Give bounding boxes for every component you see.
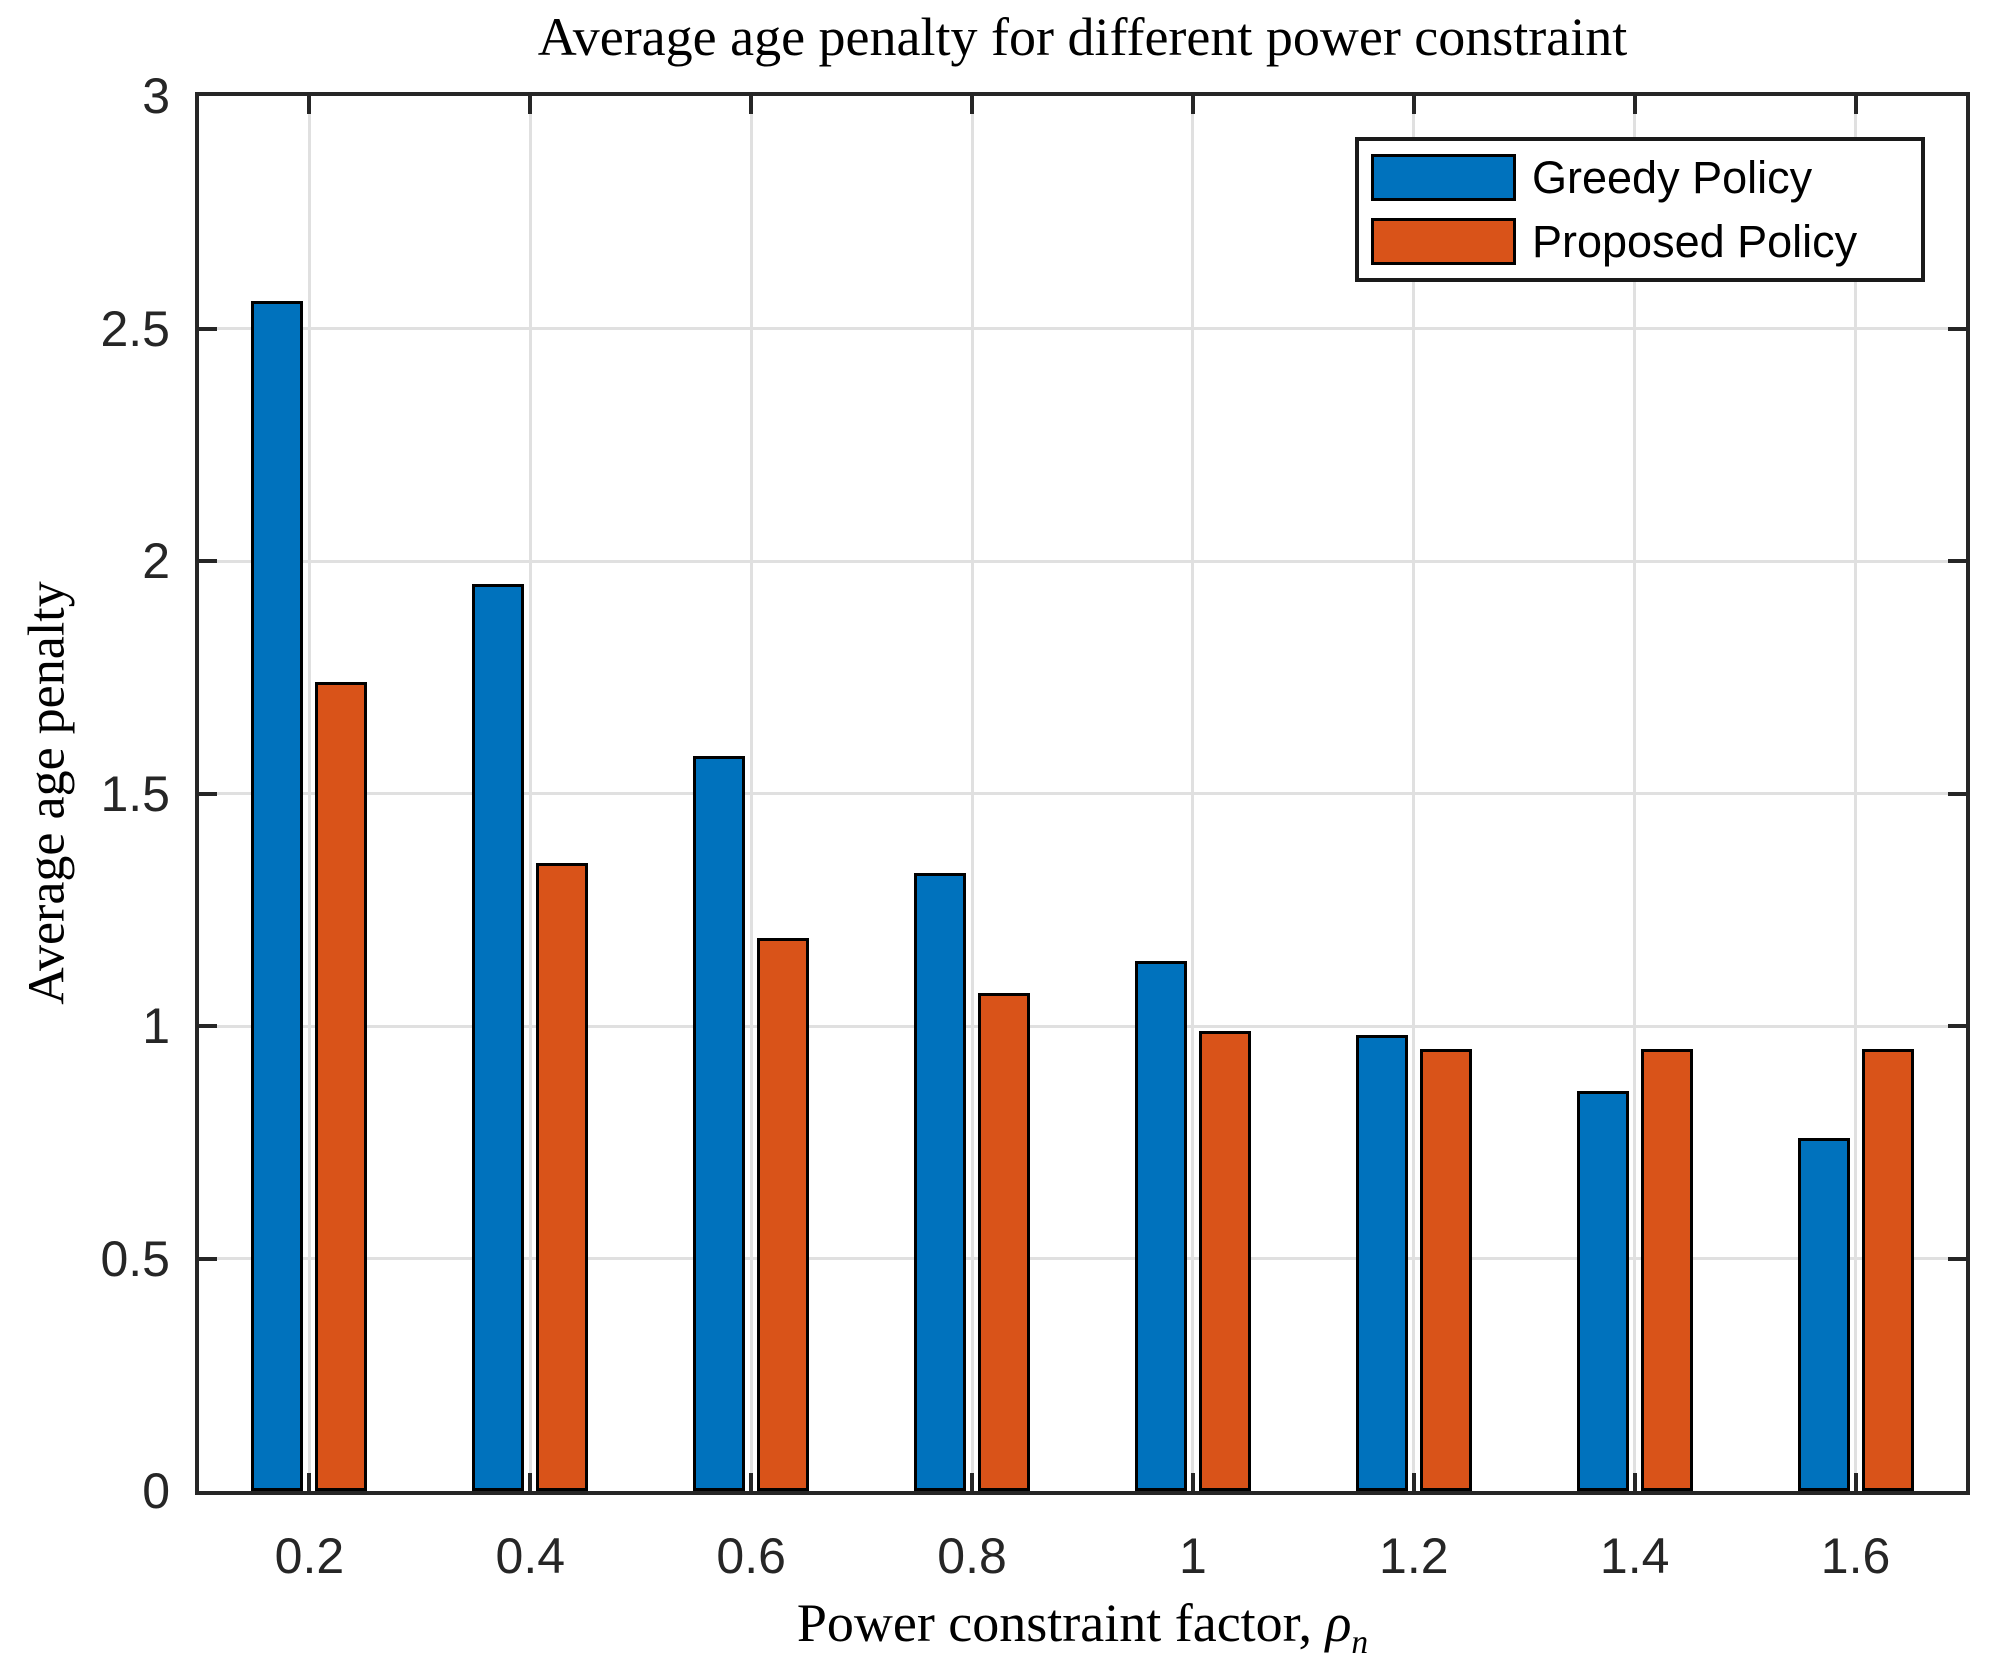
x-tick-top-1.4 (1632, 96, 1637, 114)
bar-greedy-1.4 (1576, 1091, 1629, 1491)
plot-area (195, 92, 1970, 1495)
x-tick-top-0.8 (970, 96, 975, 114)
x-gridline-1.2 (1412, 96, 1416, 1491)
y-tick-right-2.5 (1948, 326, 1966, 331)
bar-greedy-0.8 (914, 872, 967, 1491)
y-tick-label-0.5: 0.5 (100, 1230, 170, 1287)
x-tick-top-0.2 (307, 96, 312, 114)
legend-label-proposed: Proposed Policy (1532, 216, 1858, 267)
x-gridline-1.4 (1633, 96, 1637, 1491)
bar-proposed-1.4 (1640, 1049, 1693, 1491)
x-tick-bottom-1 (1190, 1473, 1195, 1491)
y-gridline-1 (199, 1024, 1966, 1028)
x-axis-label-subscript: n (1351, 1623, 1369, 1661)
x-axis-label: Power constraint factor, ρn (195, 1592, 1970, 1662)
x-tick-bottom-1.6 (1853, 1473, 1858, 1491)
x-tick-label-0.4: 0.4 (495, 1528, 566, 1584)
x-tick-label-0.8: 0.8 (937, 1528, 1007, 1584)
x-axis-label-symbol-rho: ρ (1325, 1593, 1352, 1653)
legend-swatch-greedy (1371, 154, 1516, 201)
x-gridline-0.2 (307, 96, 311, 1491)
bar-proposed-1.6 (1861, 1049, 1914, 1491)
bar-proposed-0.8 (978, 993, 1031, 1491)
bar-proposed-0.2 (315, 681, 368, 1491)
y-tick-label-2.5: 2.5 (100, 300, 170, 357)
y-tick-label-1: 1 (142, 998, 170, 1054)
legend: Greedy Policy Proposed Policy (1355, 137, 1925, 282)
x-tick-label-1: 1 (1179, 1528, 1207, 1584)
legend-swatch-proposed (1371, 218, 1516, 265)
bar-greedy-0.4 (472, 584, 525, 1491)
x-tick-label-1.2: 1.2 (1379, 1528, 1449, 1584)
x-tick-bottom-0.4 (528, 1473, 533, 1491)
x-tick-bottom-0.6 (749, 1473, 754, 1491)
x-tick-top-1.2 (1411, 96, 1416, 114)
x-tick-label-0.2: 0.2 (274, 1528, 345, 1584)
x-gridline-0.6 (749, 96, 753, 1491)
legend-label-greedy: Greedy Policy (1532, 152, 1813, 203)
y-tick-left-1.5 (199, 791, 217, 796)
bar-greedy-1.6 (1797, 1137, 1850, 1491)
x-tick-bottom-0.8 (970, 1473, 975, 1491)
bar-greedy-1.2 (1355, 1035, 1408, 1491)
bar-proposed-1 (1198, 1030, 1251, 1491)
x-gridline-1.6 (1854, 96, 1858, 1491)
legend-item-proposed: Proposed Policy (1371, 218, 1921, 265)
bar-proposed-0.6 (757, 937, 810, 1491)
legend-item-greedy: Greedy Policy (1371, 154, 1921, 201)
x-tick-top-0.6 (749, 96, 754, 114)
bar-greedy-0.6 (693, 756, 746, 1491)
x-gridline-0.4 (528, 96, 532, 1491)
y-tick-right-2 (1948, 559, 1966, 563)
x-gridline-1 (1191, 96, 1195, 1491)
bar-greedy-1 (1134, 960, 1187, 1491)
x-tick-label-0.6: 0.6 (716, 1528, 786, 1584)
y-tick-label-2: 2 (142, 533, 170, 589)
x-tick-bottom-1.2 (1411, 1473, 1416, 1491)
y-tick-right-1.5 (1948, 791, 1966, 796)
chart-title: Average age penalty for different power … (537, 7, 1628, 67)
x-tick-top-0.4 (528, 96, 533, 114)
x-tick-bottom-1.4 (1632, 1473, 1637, 1491)
y-tick-left-2 (199, 559, 217, 563)
x-tick-label-1.6: 1.6 (1820, 1528, 1891, 1584)
x-tick-bottom-0.2 (307, 1473, 312, 1491)
y-tick-label-1.5: 1.5 (100, 765, 170, 822)
y-tick-right-1 (1948, 1024, 1966, 1028)
y-gridline-2.5 (199, 327, 1966, 330)
x-tick-label-1.4: 1.4 (1599, 1528, 1670, 1584)
y-tick-left-2.5 (199, 326, 217, 331)
y-tick-right-0.5 (1948, 1256, 1966, 1261)
y-tick-label-0: 0 (142, 1463, 170, 1519)
bar-proposed-0.4 (536, 863, 589, 1491)
y-tick-left-1 (199, 1024, 217, 1028)
bar-greedy-0.2 (251, 300, 304, 1491)
y-tick-label-3: 3 (142, 68, 170, 124)
y-gridline-0.5 (199, 1257, 1966, 1260)
x-tick-top-1.6 (1853, 96, 1858, 114)
y-gridline-1.5 (199, 792, 1966, 795)
x-gridline-0.8 (970, 96, 974, 1491)
bar-proposed-1.2 (1419, 1049, 1472, 1491)
y-gridline-2 (199, 559, 1966, 563)
y-tick-left-0.5 (199, 1256, 217, 1261)
x-tick-top-1 (1190, 96, 1195, 114)
x-axis-label-text: Power constraint factor, (796, 1593, 1326, 1653)
